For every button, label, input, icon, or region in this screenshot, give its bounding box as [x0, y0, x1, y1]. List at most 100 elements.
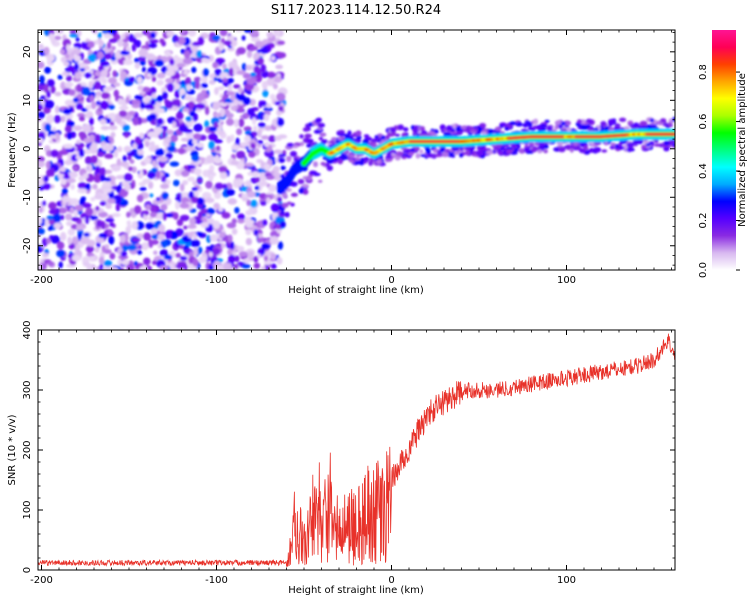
heatmap-cell	[272, 83, 278, 90]
heatmap-cell	[78, 175, 85, 182]
heatmap-cell	[97, 32, 102, 39]
heatmap-cell	[132, 143, 138, 149]
heatmap-cell	[580, 124, 588, 130]
heatmap-cell	[224, 40, 232, 46]
heatmap-cell	[247, 171, 253, 176]
heatmap-cell	[270, 253, 277, 260]
heatmap-cell	[420, 126, 425, 132]
heatmap-cell	[134, 57, 140, 63]
heatmap-cell	[134, 205, 142, 215]
heatmap-cell	[663, 140, 670, 146]
heatmap-cell	[110, 180, 116, 186]
heatmap-cell	[58, 150, 68, 156]
heatmap-cell	[218, 165, 228, 173]
heatmap-cell	[226, 112, 234, 119]
heatmap-cell	[227, 84, 233, 93]
heatmap-cell	[136, 250, 143, 255]
heatmap-cell	[128, 76, 135, 83]
x-tick-label: 0	[388, 575, 394, 586]
heatmap-cell	[270, 203, 280, 212]
heatmap-cell	[122, 155, 127, 163]
heatmap-cell	[118, 110, 127, 118]
heatmap-cell	[286, 142, 294, 148]
heatmap-cell	[368, 160, 373, 166]
heatmap-cell	[320, 161, 326, 166]
heatmap-cell	[159, 161, 165, 168]
heatmap-cell	[246, 199, 251, 207]
heatmap-cell	[82, 149, 92, 155]
heatmap-cell	[127, 224, 132, 229]
heatmap-cell	[87, 239, 96, 247]
heatmap-cell	[600, 121, 607, 127]
heatmap-cell	[204, 106, 210, 116]
heatmap-cell	[38, 206, 43, 214]
heatmap-cell	[79, 116, 85, 122]
heatmap-cell	[318, 179, 323, 183]
heatmap-cell	[276, 196, 282, 203]
heatmap-cell	[196, 232, 204, 237]
heatmap-cell	[49, 134, 57, 139]
heatmap-cell	[59, 166, 66, 172]
heatmap-cell	[246, 50, 253, 58]
heatmap-cell	[386, 151, 392, 158]
heatmap-cell	[504, 126, 509, 131]
heatmap-cell	[74, 63, 80, 71]
heatmap-cell	[397, 124, 404, 131]
heatmap-cell	[166, 30, 175, 37]
heatmap-cell	[148, 181, 154, 190]
heatmap-cell	[183, 50, 191, 59]
heatmap-cell	[306, 175, 313, 181]
heatmap-cell	[402, 149, 411, 153]
heatmap-cell	[626, 147, 632, 153]
heatmap-cell	[276, 40, 285, 46]
colorbar-tick-label: 0.2	[698, 213, 709, 229]
heatmap-cell	[246, 191, 256, 198]
heatmap-cell	[205, 180, 213, 189]
heatmap-cell	[540, 145, 546, 150]
heatmap-cell	[131, 44, 137, 52]
heatmap-cell	[63, 108, 72, 115]
heatmap-cell	[160, 183, 170, 190]
heatmap-cell	[627, 122, 633, 126]
heatmap-cell	[95, 165, 101, 174]
heatmap-cell	[66, 44, 71, 51]
heatmap-cell	[131, 212, 137, 218]
heatmap-cell	[102, 181, 112, 187]
chart-title: S117.2023.114.12.50.R24	[271, 3, 441, 18]
heatmap-cell	[76, 139, 81, 145]
x-tick-label: 100	[557, 275, 576, 286]
heatmap-cell	[43, 175, 49, 183]
heatmap-cell	[355, 130, 362, 137]
heatmap-cell	[95, 91, 102, 96]
snr-frame	[37, 329, 676, 571]
heatmap-cell	[254, 40, 264, 49]
heatmap-cell	[73, 97, 79, 103]
heatmap-cell	[125, 46, 131, 52]
heatmap-cell	[162, 212, 167, 221]
heatmap-cell	[195, 81, 201, 90]
heatmap-cell	[366, 136, 372, 141]
heatmap-cell	[156, 79, 164, 86]
heatmap-cell	[205, 197, 215, 204]
heatmap-cell	[98, 256, 105, 265]
heatmap-cell	[64, 82, 74, 87]
heatmap-cell	[101, 92, 111, 99]
heatmap-cell	[133, 32, 143, 38]
heatmap-cell	[222, 63, 227, 70]
heatmap-cell	[38, 61, 45, 69]
heatmap-cell	[87, 41, 95, 48]
heatmap-cell	[253, 255, 259, 263]
heatmap-cell	[497, 151, 504, 155]
heatmap-cell	[139, 169, 144, 179]
heatmap-cell	[84, 215, 90, 225]
heatmap-cell	[92, 183, 98, 190]
heatmap-cell	[90, 197, 96, 202]
heatmap-cell	[254, 185, 260, 191]
heatmap-cell	[131, 237, 141, 242]
heatmap-cell	[216, 145, 221, 151]
heatmap-cell	[156, 72, 166, 79]
heatmap-cell	[197, 246, 203, 255]
heatmap-cell	[107, 198, 116, 204]
heatmap-cell	[71, 216, 80, 222]
heatmap-cell	[313, 129, 322, 134]
